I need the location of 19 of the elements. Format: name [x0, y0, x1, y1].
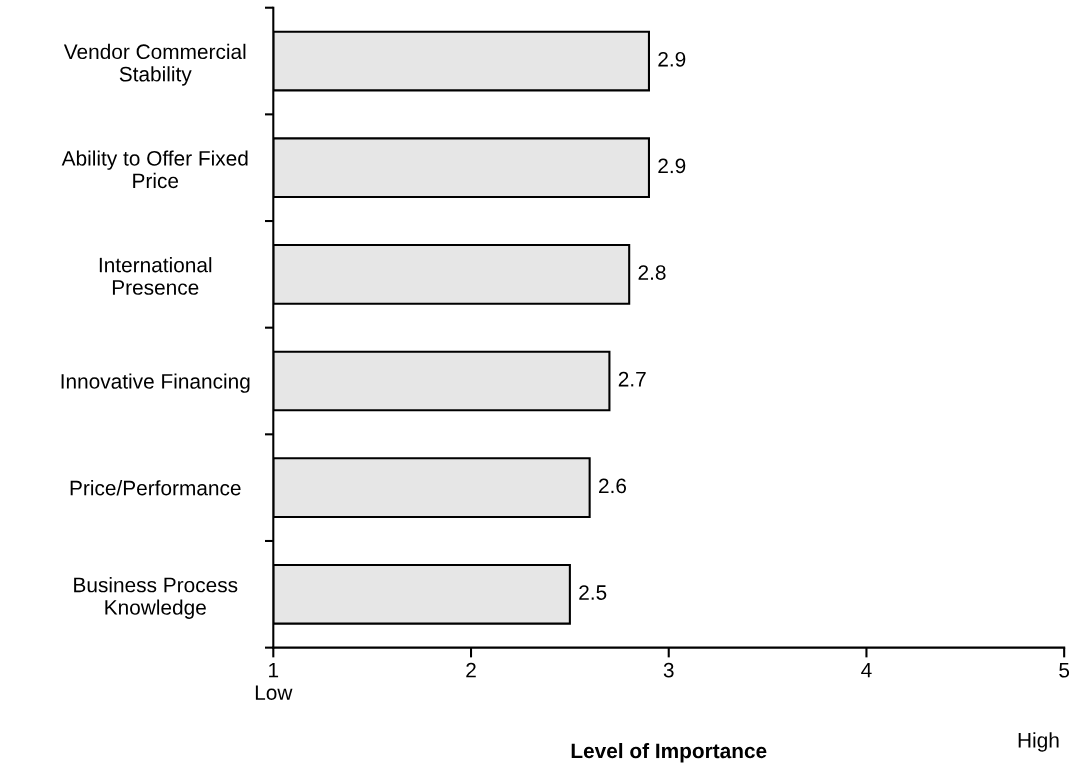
x-tick-label: 2	[466, 662, 476, 678]
data-label: 2.9	[658, 51, 686, 67]
x-tick-label: 3	[663, 662, 674, 678]
data-label: 2.9	[658, 158, 686, 174]
y-tick-label: Vendor Commercial Stability	[63, 43, 246, 86]
y-tick-label: Innovative Financing	[61, 373, 250, 393]
y-tick-label: International Presence	[99, 257, 212, 295]
text: High	[1018, 732, 1059, 752]
x-axis-title: Level of Importance	[571, 742, 767, 763]
x-tick-label: 1 Low	[255, 662, 293, 700]
x-tick-label: 5	[1059, 662, 1070, 678]
data-label: 2.5	[579, 585, 607, 600]
data-label: 2.8	[638, 265, 666, 280]
y-tick-label: Business Process Knowledge	[74, 577, 238, 619]
data-label: 2.7	[618, 371, 646, 387]
x-tick-label: 4	[861, 662, 872, 678]
y-tick-label: Ability to Offer Fixed Price	[61, 150, 248, 189]
data-label: 2.6	[599, 478, 627, 494]
y-tick-label: Price/Performance	[70, 480, 241, 496]
